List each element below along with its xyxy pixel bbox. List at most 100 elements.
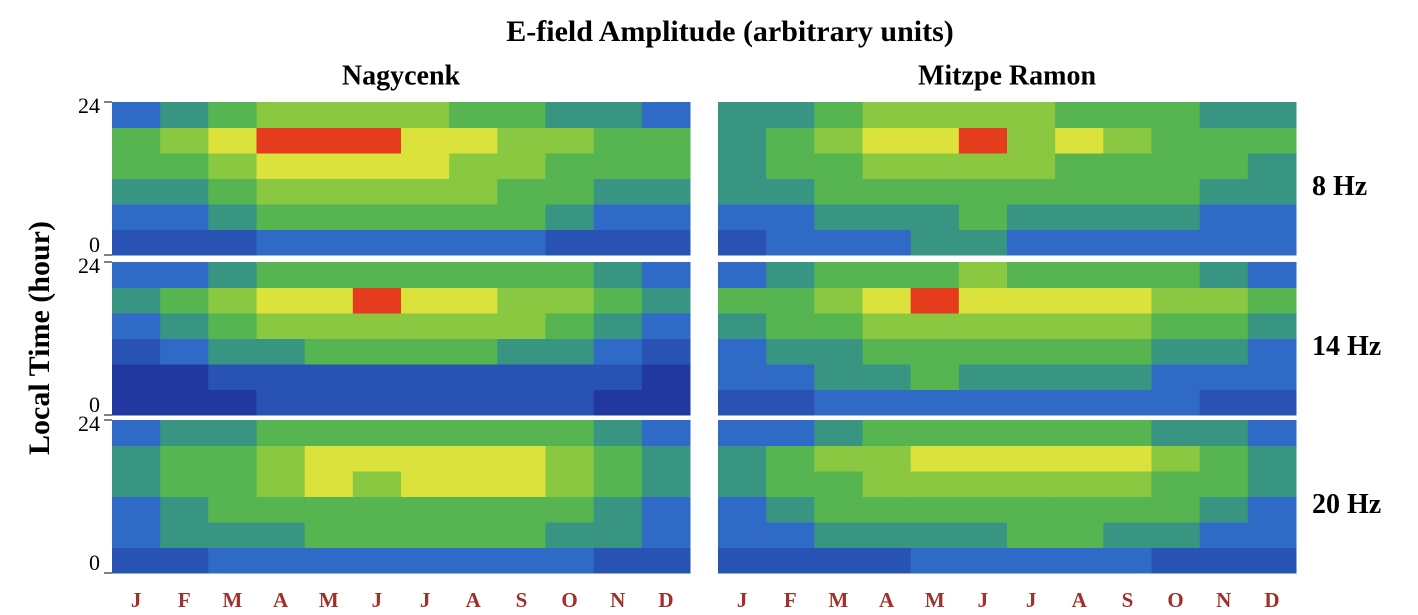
heatmap-cell <box>304 102 354 128</box>
heatmap-cell <box>862 522 912 548</box>
heatmap-cell <box>1055 471 1104 497</box>
x-tick-label: D <box>1264 588 1279 612</box>
heatmap-cell <box>718 313 767 339</box>
y-tick-label: 24 <box>78 93 100 118</box>
heatmap-cell <box>304 287 354 314</box>
heatmap-cell <box>112 204 161 230</box>
heatmap-cell <box>814 153 863 179</box>
heatmap-cell <box>718 445 767 472</box>
heatmap-cell <box>766 547 815 574</box>
heatmap-cell <box>718 287 767 314</box>
heatmap-cell <box>766 229 815 256</box>
heatmap-cell <box>1199 229 1249 256</box>
heatmap-cell <box>304 204 354 230</box>
x-tick-label: O <box>1167 588 1183 612</box>
heatmap-cell <box>641 420 691 446</box>
heatmap-cell <box>593 262 643 288</box>
heatmap-cell <box>1247 389 1297 416</box>
x-tick-label: M <box>223 588 243 612</box>
x-tick-label: M <box>319 588 339 612</box>
heatmap-cell <box>497 313 546 339</box>
x-tick-label: A <box>1072 588 1088 612</box>
heatmap-cell <box>112 338 161 365</box>
heatmap-cell <box>497 127 546 154</box>
heatmap-cell <box>304 153 354 179</box>
heatmap-cell <box>256 496 306 523</box>
heatmap-cell <box>112 389 161 416</box>
heatmap-cell <box>401 204 450 230</box>
heatmap-cell <box>545 547 595 574</box>
x-tick-label: F <box>784 588 797 612</box>
heatmap-cell <box>304 262 354 288</box>
heatmap-cell <box>160 127 209 154</box>
heatmap-cell <box>160 522 209 548</box>
heatmap-cell <box>718 262 767 288</box>
heatmap-cell <box>1055 204 1104 230</box>
heatmap-cell <box>449 178 498 205</box>
heatmap-cell <box>814 204 863 230</box>
x-tick-label: M <box>925 588 945 612</box>
heatmap-cell <box>958 178 1008 205</box>
heatmap-cell <box>545 102 595 128</box>
heatmap-cell <box>1247 204 1297 230</box>
heatmap-cell <box>1007 313 1056 339</box>
heatmap-cell <box>910 496 960 523</box>
heatmap-cell <box>641 547 691 574</box>
heatmap-cell <box>718 522 767 548</box>
heatmap-cell <box>593 204 643 230</box>
row-label: 20 Hz <box>1312 489 1381 520</box>
heatmap-cell <box>1247 420 1297 446</box>
heatmap-cell <box>1151 127 1201 154</box>
heatmap-cell <box>814 445 863 472</box>
heatmap-cell <box>1103 389 1152 416</box>
heatmap-cell <box>1055 262 1104 288</box>
heatmap-cell <box>160 313 209 339</box>
x-tick-label: J <box>978 588 989 612</box>
heatmap-cell <box>1151 445 1201 472</box>
heatmap-cell <box>1103 338 1152 365</box>
heatmap-cell <box>545 496 595 523</box>
y-tick-label: 0 <box>89 392 100 417</box>
heatmap-cell <box>1103 127 1152 154</box>
heatmap-cell <box>1055 287 1104 314</box>
heatmap-cell <box>256 420 306 446</box>
heatmap-cell <box>910 178 960 205</box>
heatmap-cell <box>1199 471 1249 497</box>
heatmap-cell <box>814 364 863 390</box>
heatmap-cell <box>208 262 257 288</box>
heatmap-cell <box>1103 153 1152 179</box>
heatmap-cell <box>593 102 643 128</box>
heatmap-cell <box>352 204 402 230</box>
heatmap-cell <box>160 471 209 497</box>
heatmap-cell <box>1247 229 1297 256</box>
heatmap-cell <box>352 364 402 390</box>
heatmap-cell <box>958 229 1008 256</box>
heatmap-cell <box>256 364 306 390</box>
heatmap-cell <box>641 287 691 314</box>
heatmap-cell <box>304 389 354 416</box>
heatmap-cell <box>256 522 306 548</box>
heatmap-cell <box>1103 178 1152 205</box>
heatmap-cell <box>958 420 1008 446</box>
heatmap-cell <box>718 102 767 128</box>
heatmap-cell <box>766 364 815 390</box>
heatmap-cell <box>449 287 498 314</box>
heatmap-cell <box>112 547 161 574</box>
heatmap-cell <box>1055 547 1104 574</box>
heatmap-cell <box>449 445 498 472</box>
heatmap-cell <box>304 313 354 339</box>
heatmap-cell <box>1247 522 1297 548</box>
heatmap-cell <box>112 153 161 179</box>
heatmap-cell <box>862 389 912 416</box>
heatmap-cell <box>1199 547 1249 574</box>
heatmap-cell <box>766 496 815 523</box>
heatmap-cell <box>1151 522 1201 548</box>
heatmap-cell <box>256 204 306 230</box>
heatmap-cell <box>401 445 450 472</box>
heatmap-cell <box>1103 204 1152 230</box>
heatmap-cell <box>1055 153 1104 179</box>
heatmap-cell <box>160 496 209 523</box>
heatmap-cell <box>862 313 912 339</box>
heatmap-cell <box>718 338 767 365</box>
heatmap-cell <box>208 547 257 574</box>
